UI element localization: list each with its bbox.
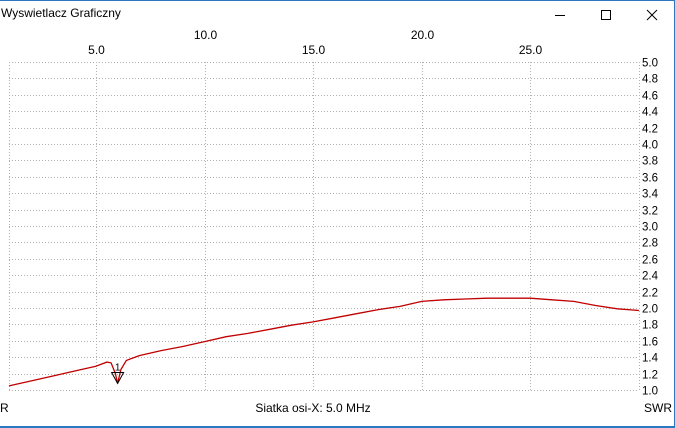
y-tick-label: 4.6	[642, 91, 658, 103]
y-tick-label: 2.4	[642, 271, 659, 283]
y-tick-label: 2.8	[642, 238, 658, 250]
y-tick-label: 4.4	[642, 107, 659, 119]
y-tick-label: 2.0	[642, 304, 658, 316]
y-tick-label: 5.0	[642, 58, 658, 70]
minimize-icon	[555, 14, 565, 16]
x-tick-label: 5.0	[88, 43, 105, 57]
window-top-border	[0, 0, 675, 1]
window-title: Wyswietlacz Graficzny	[1, 6, 121, 20]
y-tick-label: 4.2	[642, 124, 658, 136]
x-tick-label: 10.0	[194, 28, 218, 42]
y-tick-label: 4.8	[642, 74, 658, 86]
marker-label: 1	[115, 362, 121, 373]
y-tick-label: 3.0	[642, 222, 658, 234]
y-tick-label: 1.8	[642, 320, 658, 332]
maximize-icon	[601, 9, 611, 20]
y-tick-label: 4.0	[642, 140, 658, 152]
minimize-button[interactable]	[537, 0, 583, 29]
close-button[interactable]	[629, 0, 675, 29]
y-tick-label: 1.2	[642, 370, 658, 382]
footer-left-label: R	[0, 401, 9, 415]
marker-triangle-icon	[110, 371, 125, 385]
marker-1: 1	[110, 362, 125, 385]
y-tick-label: 2.2	[642, 288, 658, 300]
y-tick-label: 3.6	[642, 173, 658, 185]
y-tick-label: 2.6	[642, 255, 658, 267]
x-tick-label: 25.0	[519, 43, 543, 57]
y-tick-label: 1.6	[642, 337, 658, 349]
y-tick-label: 3.8	[642, 156, 658, 168]
y-tick-label: 3.4	[642, 189, 659, 201]
close-icon	[646, 9, 658, 20]
x-tick-label: 15.0	[302, 43, 326, 57]
y-tick-label: 3.2	[642, 206, 658, 218]
y-axis-label: SWR	[644, 401, 672, 415]
x-grid-label: Siatka osi-X: 5.0 MHz	[255, 401, 370, 415]
maximize-button[interactable]	[583, 0, 629, 29]
swr-series-line	[8, 297, 640, 387]
x-tick-label: 20.0	[411, 28, 435, 42]
y-tick-label: 1.4	[642, 353, 659, 365]
y-tick-label: 1.0	[642, 386, 658, 398]
window-bottom-border	[0, 426, 675, 428]
